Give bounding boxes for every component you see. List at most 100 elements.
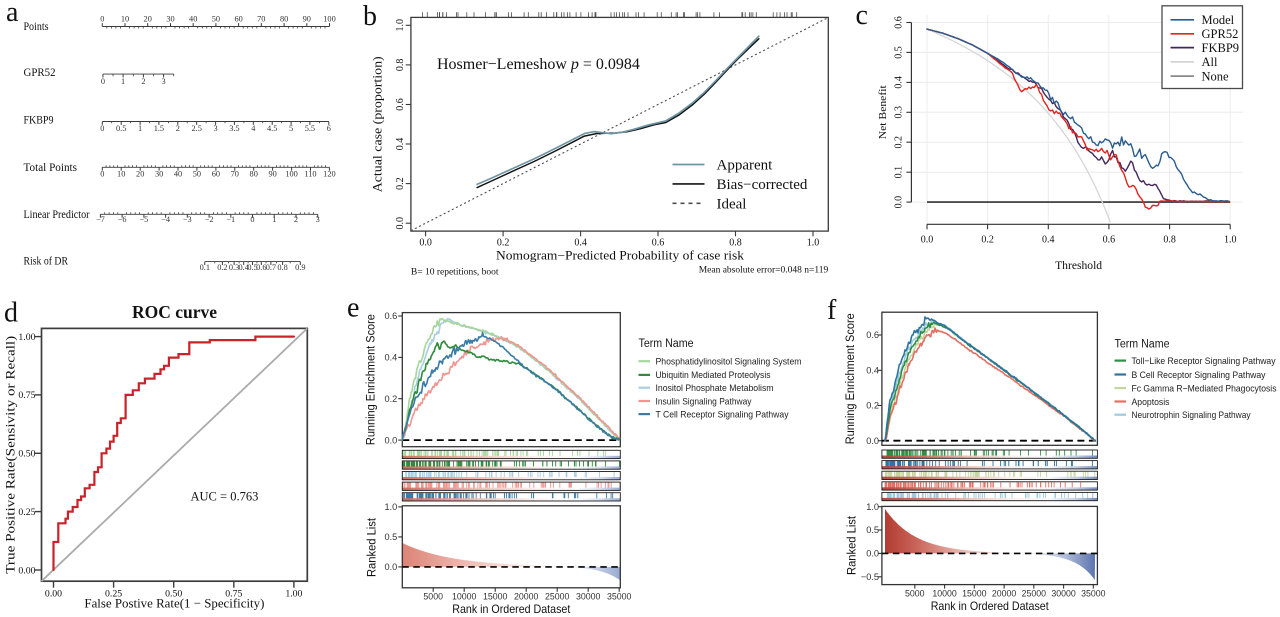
svg-text:Hosmer−Lemeshow p = 0.0984: Hosmer−Lemeshow p = 0.0984 — [437, 56, 640, 73]
svg-text:60: 60 — [212, 170, 220, 179]
svg-text:Mean absolute error=0.048 n=11: Mean absolute error=0.048 n=119 — [699, 266, 829, 276]
svg-text:0.2: 0.2 — [893, 136, 904, 149]
svg-text:4: 4 — [251, 124, 256, 133]
svg-text:0: 0 — [101, 77, 105, 86]
svg-text:20: 20 — [136, 170, 144, 179]
svg-text:70: 70 — [257, 15, 265, 24]
svg-text:0.25: 0.25 — [18, 507, 35, 518]
svg-text:Neurotrophin Signaling Pathway: Neurotrophin Signaling Pathway — [1132, 410, 1251, 421]
svg-text:25000: 25000 — [1022, 589, 1047, 599]
svg-text:b: b — [363, 1, 377, 32]
svg-text:1.0: 1.0 — [1224, 235, 1237, 246]
svg-text:1.0: 1.0 — [395, 19, 406, 32]
svg-text:Nomogram−Predicted Probability: Nomogram−Predicted Probability of case r… — [496, 249, 745, 263]
svg-text:Term Name: Term Name — [639, 338, 694, 350]
svg-text:0.6: 0.6 — [385, 311, 398, 321]
svg-text:0.8: 0.8 — [729, 238, 742, 249]
svg-text:0.4: 0.4 — [574, 238, 587, 249]
svg-text:0.5: 0.5 — [893, 46, 904, 59]
svg-text:0.50: 0.50 — [165, 589, 182, 600]
svg-text:0.0: 0.0 — [385, 562, 398, 572]
svg-text:0.8: 0.8 — [395, 59, 406, 72]
svg-text:0.2: 0.2 — [981, 235, 994, 246]
svg-text:Bias−corrected: Bias−corrected — [717, 177, 808, 193]
svg-text:1.00: 1.00 — [18, 332, 35, 343]
svg-text:0.75: 0.75 — [18, 390, 35, 401]
svg-text:40: 40 — [174, 170, 182, 179]
svg-text:0.1: 0.1 — [894, 166, 905, 179]
svg-text:0.25: 0.25 — [105, 589, 122, 600]
svg-text:0.4: 0.4 — [385, 353, 398, 363]
svg-text:Apparent: Apparent — [717, 158, 774, 174]
svg-text:5: 5 — [289, 124, 293, 133]
svg-text:0.9: 0.9 — [295, 263, 305, 272]
svg-text:Toll−Like Receptor Signaling P: Toll−Like Receptor Signaling Pathway — [1132, 356, 1276, 367]
svg-text:Net Benefit: Net Benefit — [877, 85, 889, 139]
svg-text:0.8: 0.8 — [277, 263, 287, 272]
svg-text:0.5: 0.5 — [116, 124, 126, 133]
svg-text:1.0: 1.0 — [866, 502, 879, 512]
svg-text:1.0: 1.0 — [807, 238, 820, 249]
svg-text:0.6: 0.6 — [893, 16, 904, 29]
svg-text:0: 0 — [100, 124, 104, 133]
svg-text:−7: −7 — [96, 215, 105, 224]
svg-text:3.5: 3.5 — [229, 124, 239, 133]
svg-text:c: c — [856, 0, 868, 31]
svg-text:−4: −4 — [161, 215, 171, 224]
svg-text:1.00: 1.00 — [285, 589, 302, 600]
svg-text:−0.5: −0.5 — [861, 572, 879, 582]
svg-text:20: 20 — [144, 15, 152, 24]
svg-text:0.5: 0.5 — [866, 525, 879, 535]
svg-text:120: 120 — [323, 170, 335, 179]
svg-text:Phosphatidylinositol Signaling: Phosphatidylinositol Signaling System — [656, 357, 802, 368]
svg-text:0.2: 0.2 — [866, 401, 879, 411]
svg-text:e: e — [347, 293, 359, 324]
svg-text:B= 10 repetitions, boot: B= 10 repetitions, boot — [411, 268, 499, 278]
svg-text:15000: 15000 — [962, 589, 987, 599]
svg-text:1: 1 — [121, 77, 125, 86]
svg-text:30000: 30000 — [1051, 589, 1076, 599]
svg-text:90: 90 — [303, 15, 311, 24]
svg-text:10000: 10000 — [932, 589, 957, 599]
svg-text:Total Points: Total Points — [24, 162, 78, 174]
svg-text:Term Name: Term Name — [1115, 338, 1170, 350]
svg-text:Risk of DR: Risk of DR — [24, 256, 69, 268]
svg-text:0.0: 0.0 — [921, 235, 934, 246]
svg-text:Inositol Phosphate Metabolism: Inositol Phosphate Metabolism — [656, 383, 774, 394]
svg-text:0.00: 0.00 — [45, 589, 62, 600]
svg-text:Threshold: Threshold — [1055, 260, 1102, 272]
svg-text:ROC curve: ROC curve — [132, 302, 217, 322]
svg-text:0: 0 — [100, 170, 104, 179]
svg-text:15000: 15000 — [483, 592, 508, 602]
svg-text:0: 0 — [100, 15, 104, 24]
svg-text:0.0: 0.0 — [866, 549, 879, 559]
svg-text:30000: 30000 — [576, 592, 601, 602]
svg-text:0.0: 0.0 — [395, 217, 406, 230]
svg-text:0.75: 0.75 — [225, 589, 242, 600]
svg-text:AUC = 0.763: AUC = 0.763 — [191, 490, 259, 504]
svg-text:Points: Points — [24, 21, 49, 33]
svg-text:0.4: 0.4 — [395, 138, 406, 151]
svg-text:10: 10 — [117, 170, 125, 179]
svg-text:0.3: 0.3 — [229, 263, 239, 272]
svg-text:25000: 25000 — [545, 592, 570, 602]
svg-text:−6: −6 — [118, 215, 127, 224]
svg-text:50: 50 — [212, 15, 220, 24]
svg-text:d: d — [4, 298, 18, 329]
svg-text:Linear Predictor: Linear Predictor — [24, 209, 90, 221]
svg-text:0.0: 0.0 — [385, 435, 398, 445]
svg-text:Running Enrichment Score: Running Enrichment Score — [366, 314, 378, 445]
svg-text:GPR52: GPR52 — [1202, 27, 1239, 41]
svg-text:110: 110 — [304, 170, 316, 179]
svg-text:Insulin Signaling Pathway: Insulin Signaling Pathway — [656, 396, 752, 407]
svg-text:0.4: 0.4 — [866, 366, 879, 376]
svg-text:Apoptosis: Apoptosis — [1132, 397, 1170, 408]
svg-text:0.4: 0.4 — [239, 263, 250, 272]
svg-text:f: f — [827, 295, 837, 326]
svg-text:True Positive Rate(Sensivity o: True Positive Rate(Sensivity or Recall) — [3, 336, 18, 574]
svg-text:50: 50 — [193, 170, 201, 179]
svg-text:35000: 35000 — [607, 592, 632, 602]
svg-text:None: None — [1202, 69, 1230, 83]
svg-text:80: 80 — [280, 15, 288, 24]
svg-text:FKBP9: FKBP9 — [24, 115, 54, 127]
